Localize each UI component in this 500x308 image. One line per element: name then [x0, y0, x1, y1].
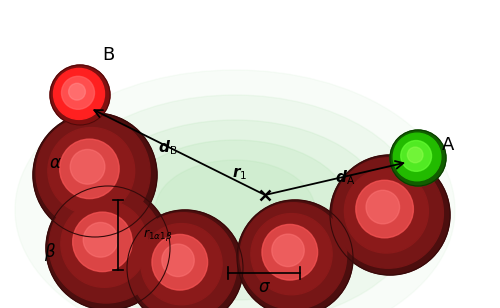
Circle shape — [48, 128, 134, 214]
Circle shape — [356, 180, 414, 238]
Circle shape — [272, 234, 304, 267]
Circle shape — [333, 158, 444, 268]
Circle shape — [240, 203, 346, 308]
Circle shape — [68, 83, 86, 100]
Ellipse shape — [50, 95, 420, 308]
Circle shape — [49, 189, 163, 303]
Circle shape — [408, 147, 423, 163]
Circle shape — [394, 133, 441, 181]
Circle shape — [61, 201, 148, 287]
Circle shape — [366, 190, 400, 224]
Text: A: A — [442, 136, 454, 154]
Circle shape — [127, 210, 243, 308]
Text: $\boldsymbol{d}_{\mathrm{A}}$: $\boldsymbol{d}_{\mathrm{A}}$ — [335, 169, 355, 187]
Circle shape — [54, 68, 104, 120]
Text: $\alpha$: $\alpha$ — [48, 154, 62, 172]
Text: B: B — [102, 46, 114, 64]
Circle shape — [141, 224, 222, 305]
Circle shape — [251, 213, 332, 295]
Circle shape — [330, 155, 450, 275]
Circle shape — [36, 116, 150, 230]
Text: $\beta$: $\beta$ — [44, 241, 56, 263]
Text: $\boldsymbol{d}_{\mathrm{B}}$: $\boldsymbol{d}_{\mathrm{B}}$ — [158, 139, 178, 157]
Circle shape — [70, 149, 105, 184]
Circle shape — [390, 130, 446, 186]
Ellipse shape — [15, 70, 455, 308]
Circle shape — [50, 65, 110, 125]
Circle shape — [72, 212, 132, 272]
Text: $r_{1\alpha 1\beta}$: $r_{1\alpha 1\beta}$ — [143, 227, 172, 243]
Circle shape — [130, 213, 236, 308]
Ellipse shape — [85, 120, 385, 300]
Circle shape — [62, 76, 94, 109]
Text: $\boldsymbol{r}_{1}$: $\boldsymbol{r}_{1}$ — [232, 165, 247, 182]
Ellipse shape — [120, 140, 350, 280]
Text: $\sigma$: $\sigma$ — [258, 278, 270, 296]
Circle shape — [162, 244, 194, 277]
Circle shape — [83, 222, 118, 257]
Circle shape — [262, 225, 318, 280]
Circle shape — [152, 234, 208, 290]
Circle shape — [46, 186, 170, 308]
Circle shape — [237, 200, 353, 308]
Ellipse shape — [155, 160, 315, 260]
Circle shape — [33, 113, 157, 237]
Circle shape — [344, 169, 428, 253]
Circle shape — [400, 140, 432, 171]
Circle shape — [60, 139, 119, 199]
